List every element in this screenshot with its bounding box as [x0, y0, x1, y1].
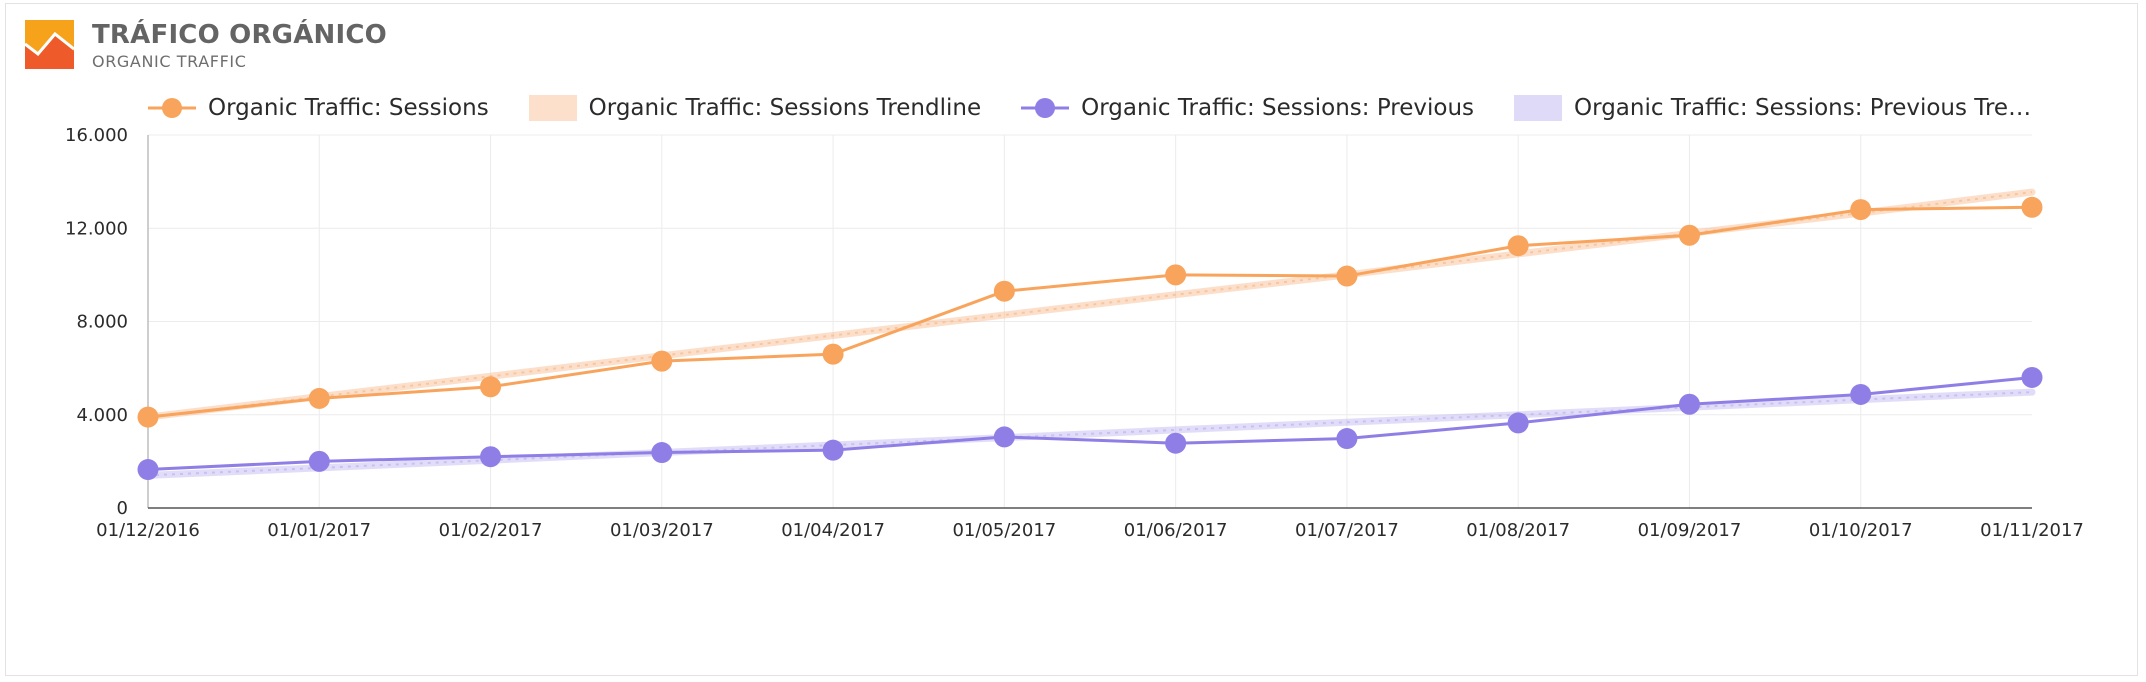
data-point-marker: [137, 459, 159, 481]
y-tick-label: 4.000: [76, 405, 128, 426]
data-point-marker: [993, 280, 1015, 302]
legend-item-sessions-previous-trendline[interactable]: Organic Traffic: Sessions: Previous Tren…: [1514, 95, 2038, 121]
x-tick-label: 01/05/2017: [952, 520, 1056, 541]
data-point-marker: [1507, 412, 1529, 434]
data-point-marker: [2021, 196, 2043, 218]
data-point-marker: [137, 406, 159, 428]
x-tick-label: 01/03/2017: [610, 520, 714, 541]
x-tick-label: 01/02/2017: [439, 520, 543, 541]
data-point-marker: [1850, 383, 1872, 405]
x-tick-label: 01/09/2017: [1638, 520, 1742, 541]
legend-line-marker-icon: [148, 98, 196, 118]
data-point-marker: [2021, 366, 2043, 388]
data-point-marker: [822, 439, 844, 461]
y-tick-label: 16.000: [65, 125, 128, 146]
series-markers: [137, 196, 2043, 481]
legend-item-sessions-previous[interactable]: Organic Traffic: Sessions: Previous: [1021, 95, 1474, 121]
data-point-marker: [1165, 264, 1187, 286]
data-point-marker: [308, 387, 330, 409]
x-tick-label: 01/06/2017: [1124, 520, 1228, 541]
trendline-dotted: [147, 391, 2033, 477]
chart-subtitle: ORGANIC TRAFFIC: [92, 52, 247, 71]
chart-title: TRÁFICO ORGÁNICO: [92, 20, 387, 50]
chart-header: TRÁFICO ORGÁNICO ORGANIC TRAFFIC: [25, 20, 387, 72]
legend-item-sessions-trendline[interactable]: Organic Traffic: Sessions Trendline: [528, 95, 981, 121]
series-lines: [147, 205, 2033, 472]
y-tick-label: 12.000: [65, 218, 128, 239]
data-point-marker: [480, 446, 502, 468]
data-point-marker: [1507, 235, 1529, 257]
data-point-marker: [1850, 199, 1872, 221]
data-point-marker: [651, 350, 673, 372]
x-tick-label: 01/12/2016: [96, 520, 200, 541]
data-point-marker: [651, 442, 673, 464]
chart-panel: [5, 3, 2138, 676]
data-point-marker: [1165, 432, 1187, 454]
legend-item-sessions[interactable]: Organic Traffic: Sessions: [148, 95, 489, 121]
series-line: [147, 205, 2033, 419]
series-line: [147, 375, 2033, 472]
data-point-marker: [993, 426, 1015, 448]
grid-lines: [148, 134, 2032, 508]
y-tick-label: 0: [117, 498, 128, 519]
data-point-marker: [1336, 265, 1358, 287]
x-tick-label: 01/08/2017: [1466, 520, 1570, 541]
data-point-marker: [1678, 393, 1700, 415]
trend-chart-icon: [25, 20, 74, 69]
x-tick-label: 01/01/2017: [267, 520, 371, 541]
legend-line-marker-icon: [1021, 98, 1070, 118]
x-tick-label: 01/11/2017: [1980, 520, 2084, 541]
data-point-marker: [480, 376, 502, 398]
x-tick-label: 01/10/2017: [1809, 520, 1913, 541]
x-tick-label: 01/07/2017: [1295, 520, 1399, 541]
chart-legend: Organic Traffic: Sessions Organic Traffi…: [148, 88, 2038, 128]
x-tick-label: 01/04/2017: [781, 520, 885, 541]
y-tick-label: 8.000: [76, 312, 128, 333]
data-point-marker: [822, 343, 844, 365]
data-point-marker: [1678, 224, 1700, 246]
axes: 0 4.000 8.000 12.000 16.000 01/12/2016 01/01/2…: [65, 125, 2084, 541]
data-point-marker: [308, 450, 330, 472]
legend-band-icon: [1514, 95, 1563, 121]
trendlines: [144, 188, 2036, 479]
data-point-marker: [1336, 428, 1358, 450]
legend-band-icon: [528, 95, 577, 121]
